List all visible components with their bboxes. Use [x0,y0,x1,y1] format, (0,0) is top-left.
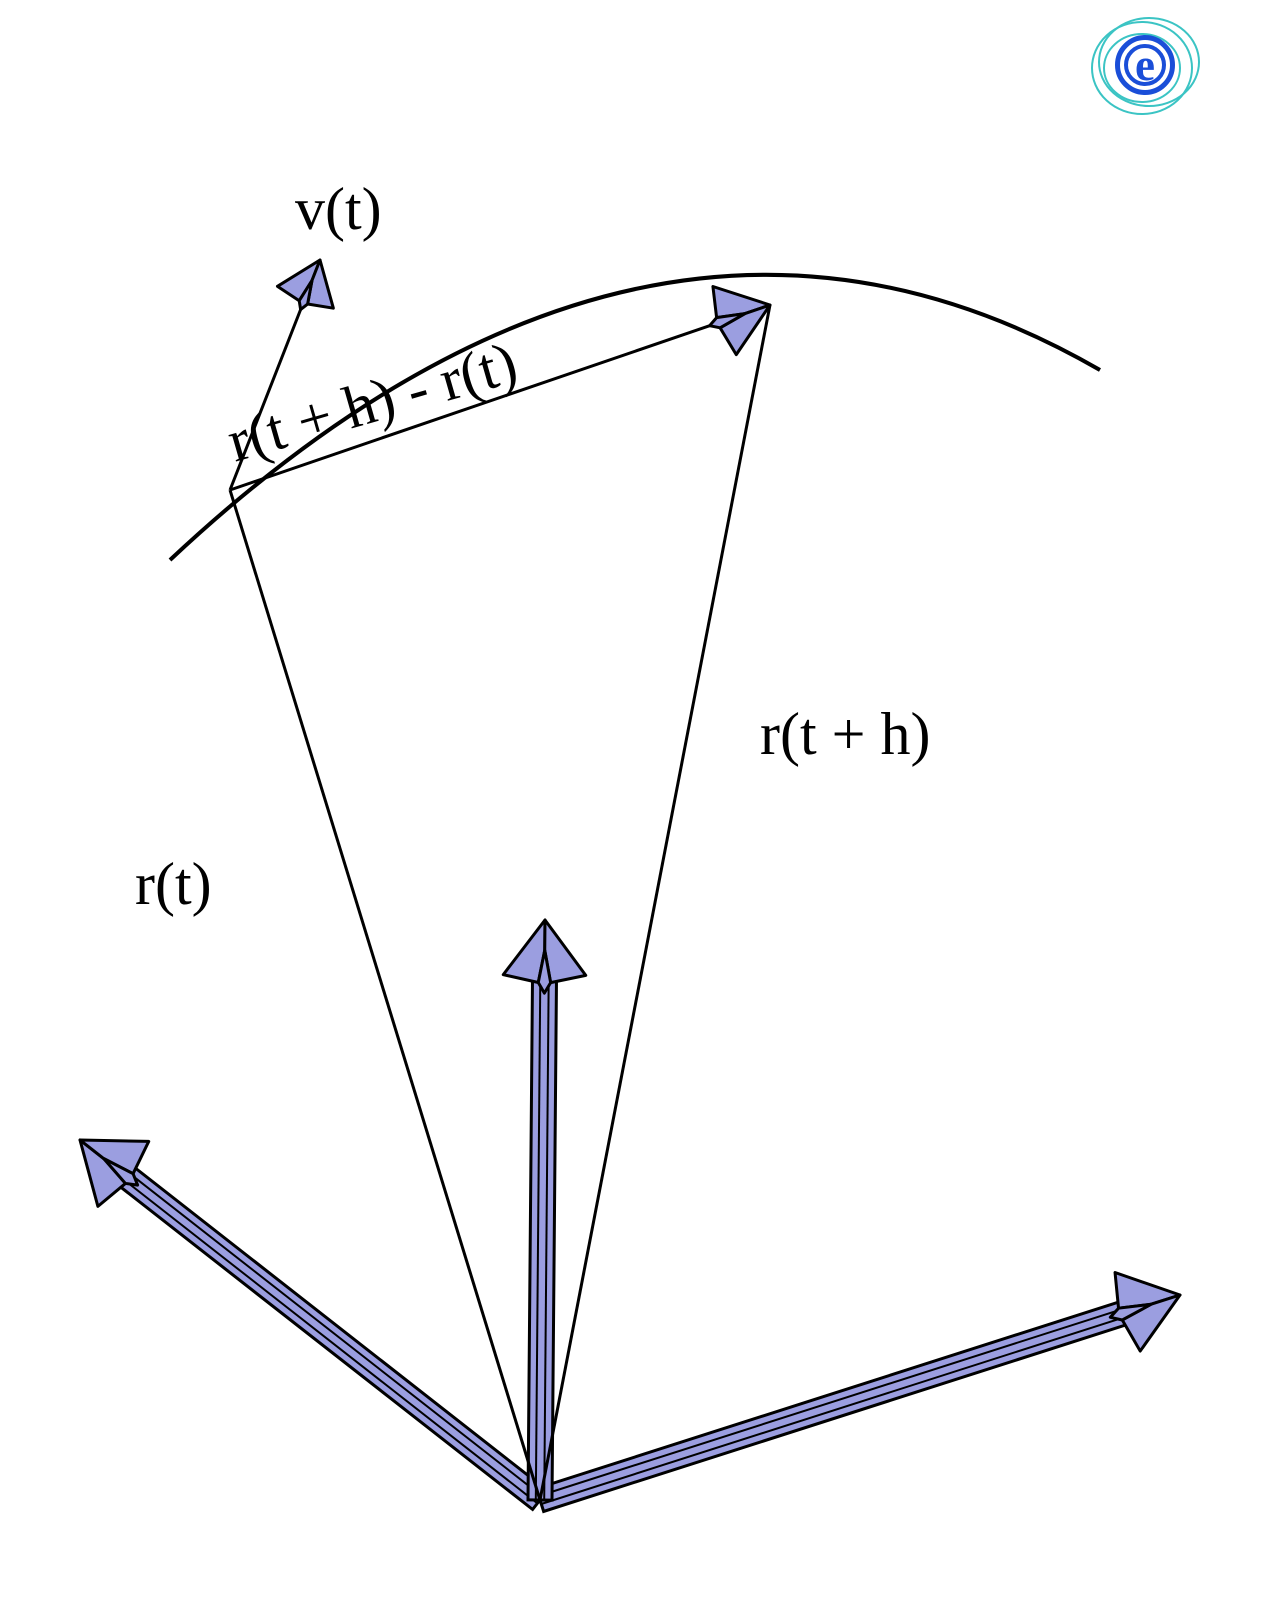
axis-left [55,1108,548,1510]
axis-shaft [536,1300,1131,1511]
label-r-of-t: r(t) [135,850,212,919]
diagram-stage: e v(t) r(t + h) - r(t) r(t + h) r(t) [0,0,1278,1600]
vector-diagram: e [0,0,1278,1600]
axis-up [503,920,586,1500]
axis-shaft [116,1164,547,1509]
label-v-of-t: v(t) [295,175,382,244]
logo-icon: e [1092,18,1199,114]
arrowhead-icon [503,920,586,994]
vector-r-of-t-plus-h [540,305,770,1500]
axis-shaft [528,975,557,1500]
coordinate-axes [55,920,1193,1512]
arrowhead-icon [273,249,348,320]
vector-r-of-t [230,490,540,1500]
axis-right [536,1256,1192,1512]
svg-text:e: e [1135,40,1155,90]
label-r-of-t-plus-h: r(t + h) [760,700,930,769]
